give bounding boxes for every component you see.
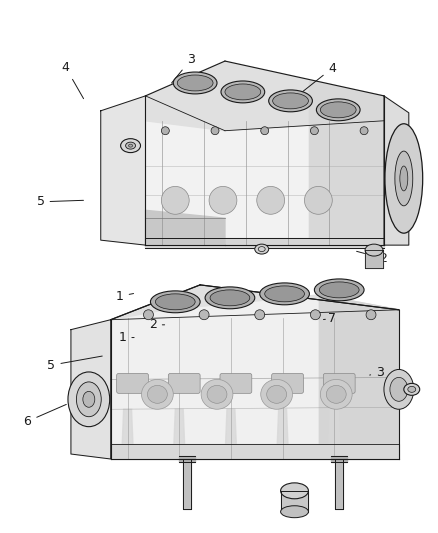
FancyBboxPatch shape [168, 374, 200, 393]
Text: 6: 6 [24, 405, 66, 428]
Ellipse shape [161, 187, 189, 214]
Ellipse shape [129, 144, 133, 147]
Circle shape [261, 127, 268, 135]
Ellipse shape [261, 379, 293, 409]
Circle shape [360, 127, 368, 135]
Ellipse shape [408, 386, 416, 392]
Polygon shape [225, 409, 237, 459]
Ellipse shape [281, 483, 308, 499]
Ellipse shape [255, 244, 268, 254]
Circle shape [311, 310, 320, 320]
Ellipse shape [400, 166, 408, 191]
Ellipse shape [120, 139, 141, 152]
Ellipse shape [68, 372, 110, 426]
Ellipse shape [320, 379, 352, 409]
Text: 5: 5 [47, 356, 102, 372]
Text: 1: 1 [118, 331, 134, 344]
Polygon shape [71, 320, 111, 459]
Ellipse shape [201, 379, 233, 409]
Polygon shape [319, 295, 399, 459]
Ellipse shape [257, 187, 285, 214]
Polygon shape [111, 285, 399, 320]
Ellipse shape [365, 244, 383, 256]
FancyBboxPatch shape [323, 374, 355, 393]
Ellipse shape [273, 93, 308, 109]
Text: 2: 2 [149, 318, 165, 332]
Polygon shape [179, 456, 195, 462]
Ellipse shape [173, 72, 217, 94]
Text: 2: 2 [357, 252, 388, 265]
Ellipse shape [395, 151, 413, 206]
Ellipse shape [76, 382, 101, 417]
Polygon shape [277, 409, 289, 459]
Ellipse shape [281, 506, 308, 518]
Ellipse shape [316, 99, 360, 121]
Ellipse shape [385, 124, 423, 233]
Text: 4: 4 [294, 62, 336, 98]
Polygon shape [122, 409, 134, 459]
Circle shape [199, 310, 209, 320]
FancyBboxPatch shape [272, 374, 304, 393]
Text: 1: 1 [116, 290, 134, 303]
Text: 7: 7 [323, 312, 336, 325]
Circle shape [311, 127, 318, 135]
Ellipse shape [326, 385, 346, 403]
Circle shape [211, 127, 219, 135]
Polygon shape [335, 459, 343, 508]
Ellipse shape [320, 102, 356, 118]
Polygon shape [145, 211, 225, 245]
Polygon shape [384, 96, 409, 245]
Polygon shape [281, 491, 308, 512]
Ellipse shape [225, 84, 261, 100]
Ellipse shape [319, 282, 359, 298]
Ellipse shape [268, 90, 312, 112]
Polygon shape [145, 238, 384, 248]
Text: 3: 3 [172, 53, 194, 83]
Ellipse shape [390, 377, 408, 401]
Ellipse shape [177, 75, 213, 91]
Ellipse shape [148, 385, 167, 403]
Ellipse shape [205, 287, 255, 309]
Ellipse shape [83, 391, 95, 407]
Ellipse shape [265, 286, 304, 302]
Circle shape [161, 127, 170, 135]
Polygon shape [145, 61, 384, 245]
Polygon shape [111, 444, 399, 459]
Polygon shape [173, 409, 185, 459]
Ellipse shape [260, 283, 309, 305]
Text: 4: 4 [62, 61, 84, 99]
Ellipse shape [207, 385, 227, 403]
FancyBboxPatch shape [117, 374, 148, 393]
Ellipse shape [221, 81, 265, 103]
Polygon shape [331, 456, 347, 462]
Ellipse shape [267, 385, 286, 403]
Ellipse shape [304, 187, 332, 214]
Ellipse shape [314, 279, 364, 301]
Ellipse shape [155, 294, 195, 310]
Ellipse shape [150, 291, 200, 313]
Ellipse shape [141, 379, 173, 409]
Polygon shape [183, 459, 191, 508]
Circle shape [255, 310, 265, 320]
Ellipse shape [384, 369, 414, 409]
Ellipse shape [209, 187, 237, 214]
Polygon shape [101, 96, 145, 245]
Ellipse shape [404, 383, 420, 395]
Circle shape [366, 310, 376, 320]
Polygon shape [145, 61, 384, 131]
Circle shape [144, 310, 153, 320]
Polygon shape [111, 285, 399, 459]
FancyBboxPatch shape [220, 374, 252, 393]
Ellipse shape [126, 142, 135, 149]
Text: 3: 3 [370, 366, 384, 379]
Polygon shape [365, 250, 383, 268]
Text: 5: 5 [36, 195, 84, 208]
Polygon shape [328, 409, 340, 459]
Ellipse shape [210, 290, 250, 306]
Polygon shape [309, 81, 384, 245]
